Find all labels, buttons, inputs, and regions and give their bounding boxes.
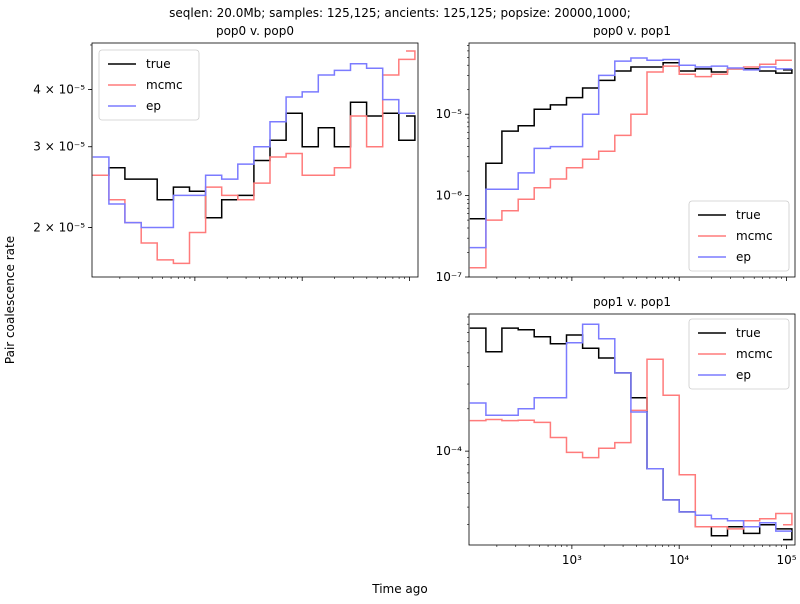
series-line-ep — [469, 323, 792, 532]
series-line-mcmc — [92, 50, 416, 265]
legend-label-mcmc: mcmc — [146, 78, 183, 92]
legend-label-ep: ep — [736, 368, 751, 382]
y-tick-label: 3 × 10⁻⁵ — [33, 140, 85, 154]
panel-2: pop1 v. pop1 10³ 10⁴ 10⁵ 10⁻⁴ true mcmc ep — [436, 295, 797, 567]
figure-xlabel: Time ago — [371, 582, 428, 596]
series-line-ep — [469, 57, 792, 249]
legend-frame — [688, 318, 790, 390]
legend: true mcmc ep — [688, 318, 790, 390]
axes-frame — [468, 42, 796, 278]
legend-label-ep: ep — [146, 99, 161, 113]
series-group — [469, 57, 793, 269]
legend: true mcmc ep — [688, 200, 790, 272]
figure-ylabel: Pair coalescence rate — [3, 236, 17, 364]
panels: pop0 v. pop0 2 × 10⁻⁵ 3 × 10⁻⁵ 4 × 10⁻⁵ true… — [33, 24, 796, 567]
series-line-ep — [92, 63, 415, 229]
legend-label-mcmc: mcmc — [736, 229, 773, 243]
x-tick-label: 10⁵ — [776, 553, 796, 567]
series-group — [469, 323, 793, 541]
y-tick-label: 4 × 10⁻⁵ — [33, 82, 85, 96]
series-line-true — [469, 61, 793, 220]
y-tick-label: 10⁻⁴ — [436, 444, 463, 458]
panel-1: pop0 v. pop1 10⁻⁷ 10⁻⁶ 10⁻⁵ true mcmc ep — [436, 24, 796, 284]
y-tick-label: 10⁻⁵ — [436, 107, 463, 121]
legend: true mcmc ep — [98, 49, 200, 121]
y-tick-label: 2 × 10⁻⁵ — [33, 221, 85, 235]
legend-label-true: true — [146, 57, 171, 71]
legend-label-true: true — [736, 326, 761, 340]
legend-frame — [98, 49, 200, 121]
x-tick-label: 10³ — [562, 553, 582, 567]
panel-title: pop0 v. pop1 — [593, 24, 671, 38]
legend-frame — [688, 200, 790, 272]
panel-title: pop1 v. pop1 — [593, 295, 671, 309]
legend-label-true: true — [736, 208, 761, 222]
panel-0: pop0 v. pop0 2 × 10⁻⁵ 3 × 10⁻⁵ 4 × 10⁻⁵ true… — [33, 24, 419, 281]
x-tick-label: 10⁴ — [669, 553, 689, 567]
y-tick-label: 10⁻⁶ — [436, 189, 463, 203]
legend-label-mcmc: mcmc — [736, 347, 773, 361]
axes-frame — [468, 313, 796, 546]
suptitle: seqlen: 20.0Mb; samples: 125,125; ancien… — [169, 6, 631, 20]
legend-label-ep: ep — [736, 250, 751, 264]
panel-title: pop0 v. pop0 — [216, 24, 294, 38]
y-tick-label: 10⁻⁷ — [436, 270, 463, 284]
axes-frame — [91, 42, 419, 278]
series-group — [92, 50, 416, 265]
series-line-true — [469, 327, 793, 541]
